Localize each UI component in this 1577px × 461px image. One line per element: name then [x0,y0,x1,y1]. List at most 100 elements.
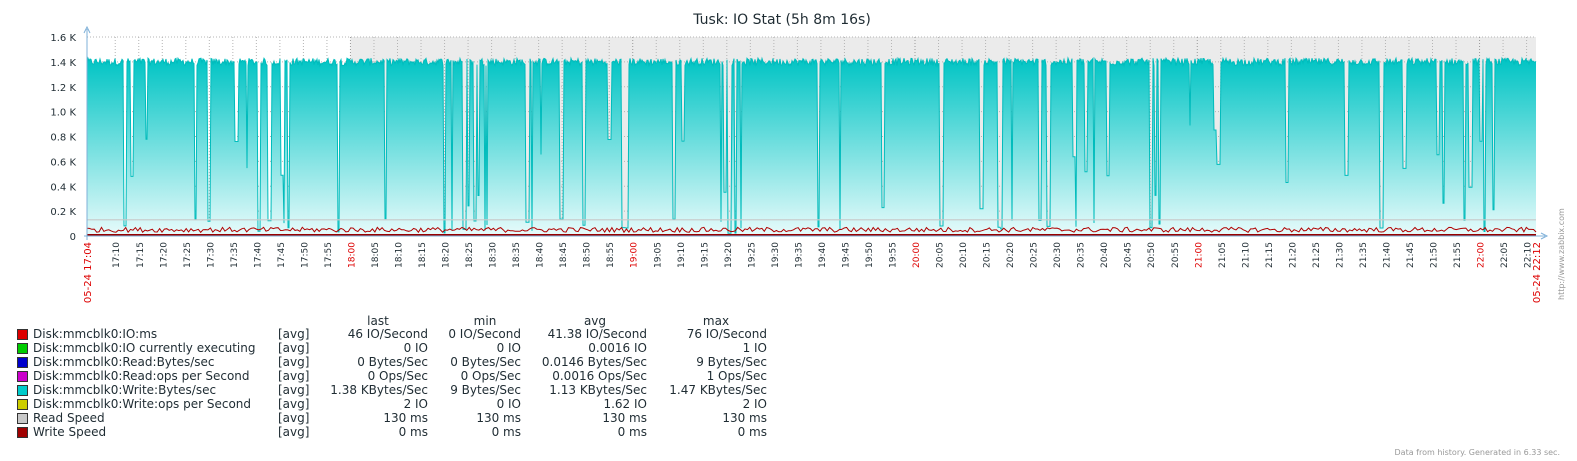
x-tick-label: 18:50 [583,242,593,268]
x-tick-label: 21:40 [1382,242,1392,268]
x-tick-label: 17:45 [277,242,287,268]
x-tick-label: 17:55 [324,242,334,268]
x-tick-label: 22:00 [1477,242,1487,268]
legend-value-max: 76 IO/Second [686,327,767,341]
legend-value-min: 0 IO [496,397,521,411]
y-tick-label: 1.4 K [50,58,76,69]
legend-item-name: Disk:mmcblk0:Read:ops per Second [33,369,250,383]
x-tick-label: 20:00 [912,242,922,268]
legend-value-last: 1.38 KBytes/Sec [330,383,428,397]
x-range-end-label: 05-24 22:12 [1532,242,1543,303]
x-tick-label: 18:35 [512,242,522,268]
legend-row: Read Speed [avg] 130 ms 130 ms 130 ms 130 ms [0,411,780,425]
legend-item-func: [avg] [278,411,310,425]
x-tick-label: 21:15 [1265,242,1275,268]
legend-value-max: 130 ms [722,411,767,425]
x-tick-label: 17:10 [112,242,122,268]
legend-item-func: [avg] [278,327,310,341]
y-tick-label: 1.6 K [50,33,76,44]
legend-value-max: 1 IO [742,341,767,355]
legend-value-last: 130 ms [383,411,428,425]
x-tick-label: 21:10 [1241,242,1251,268]
x-tick-label: 21:35 [1359,242,1369,268]
x-tick-label: 21:55 [1453,242,1463,268]
legend-value-min: 0 Bytes/Sec [450,355,521,369]
legend-value-avg: 0.0016 Ops/Sec [552,369,647,383]
x-tick-label: 18:20 [442,242,452,268]
x-tick-label: 20:30 [1053,242,1063,268]
x-tick-label: 20:35 [1077,242,1087,268]
legend-value-last: 46 IO/Second [347,327,428,341]
x-tick-label: 22:05 [1500,242,1510,268]
legend-row: Disk:mmcblk0:Read:Bytes/sec [avg] 0 Bytes/… [0,355,780,369]
x-tick-label: 18:40 [536,242,546,268]
x-range-start-label: 05-24 17:04 [83,242,94,303]
x-axis-arrow [1540,232,1549,240]
legend-item-func: [avg] [278,397,310,411]
legend-value-min: 0 IO/Second [448,327,521,341]
legend-value-last: 0 Ops/Sec [367,369,428,383]
y-tick-label: 0.4 K [50,182,76,193]
x-tick-label: 20:25 [1030,242,1040,268]
legend-value-last: 0 Bytes/Sec [357,355,428,369]
x-tick-label: 21:45 [1406,242,1416,268]
legend-color-swatch [17,427,28,438]
legend-color-swatch [17,399,28,410]
legend-color-swatch [17,343,28,354]
x-tick-label: 20:55 [1171,242,1181,268]
legend-value-avg: 41.38 IO/Second [547,327,647,341]
legend-item-name: Disk:mmcblk0:IO:ms [33,327,158,341]
chart-title: Tusk: IO Stat (5h 8m 16s) [692,12,871,28]
legend-item-func: [avg] [278,369,310,383]
legend-row: Disk:mmcblk0:Write:ops per Second [avg] 2 … [0,397,780,411]
y-tick-label: 0.2 K [50,207,76,218]
legend-header-avg: avg [583,314,607,328]
x-tick-label: 17:30 [206,242,216,268]
x-tick-label: 20:10 [959,242,969,268]
y-tick-label: 0.6 K [50,157,76,168]
legend-item-func: [avg] [278,383,310,397]
x-tick-label: 19:35 [794,242,804,268]
x-tick-label: 22:10 [1524,242,1534,268]
x-tick-label: 21:50 [1430,242,1440,268]
y-axis-arrow [83,25,91,34]
legend-color-swatch [17,357,28,368]
y-tick-label: 0 [70,232,76,243]
y-tick-label: 0.8 K [50,133,76,144]
legend-item-name: Read Speed [33,411,105,425]
legend-value-avg: 0 ms [617,425,647,439]
x-tick-label: 18:45 [559,242,569,268]
legend-row: Disk:mmcblk0:Write:Bytes/sec [avg] 1.38 KB… [0,383,780,397]
legend-color-swatch [17,329,28,340]
y-tick-label: 1.0 K [50,108,76,119]
legend-value-last: 2 IO [403,397,428,411]
x-tick-label: 20:50 [1147,242,1157,268]
legend-item-func: [avg] [278,341,310,355]
x-tick-label: 19:00 [630,242,640,268]
legend-value-avg: 0.0016 IO [588,341,647,355]
x-tick-label: 21:00 [1194,242,1204,268]
x-tick-label: 20:20 [1006,242,1016,268]
x-tick-label: 21:05 [1218,242,1228,268]
legend-item-name: Disk:mmcblk0:Write:ops per Second [33,397,252,411]
x-tick-label: 19:30 [771,242,781,268]
legend-value-min: 0 Ops/Sec [460,369,521,383]
x-tick-label: 19:05 [653,242,663,268]
legend-item-func: [avg] [278,355,310,369]
x-tick-label: 18:05 [371,242,381,268]
legend-value-min: 130 ms [476,411,521,425]
x-tick-label: 20:15 [983,242,993,268]
legend-row: Disk:mmcblk0:IO:ms [avg] 46 IO/Second 0 IO/… [0,327,780,341]
legend-value-max: 1.47 KBytes/Sec [669,383,767,397]
x-tick-label: 21:20 [1288,242,1298,268]
legend-item-name: Write Speed [33,425,107,439]
legend-item-name: Disk:mmcblk0:Read:Bytes/sec [33,355,215,369]
y-tick-label: 1.2 K [50,83,76,94]
legend-value-max: 0 ms [737,425,767,439]
x-tick-label: 19:50 [865,242,875,268]
legend-value-avg: 0.0146 Bytes/Sec [541,355,647,369]
legend-item-name: Disk:mmcblk0:Write:Bytes/sec [33,383,217,397]
x-tick-label: 17:40 [253,242,263,268]
series-line-io-ms [86,226,1537,234]
